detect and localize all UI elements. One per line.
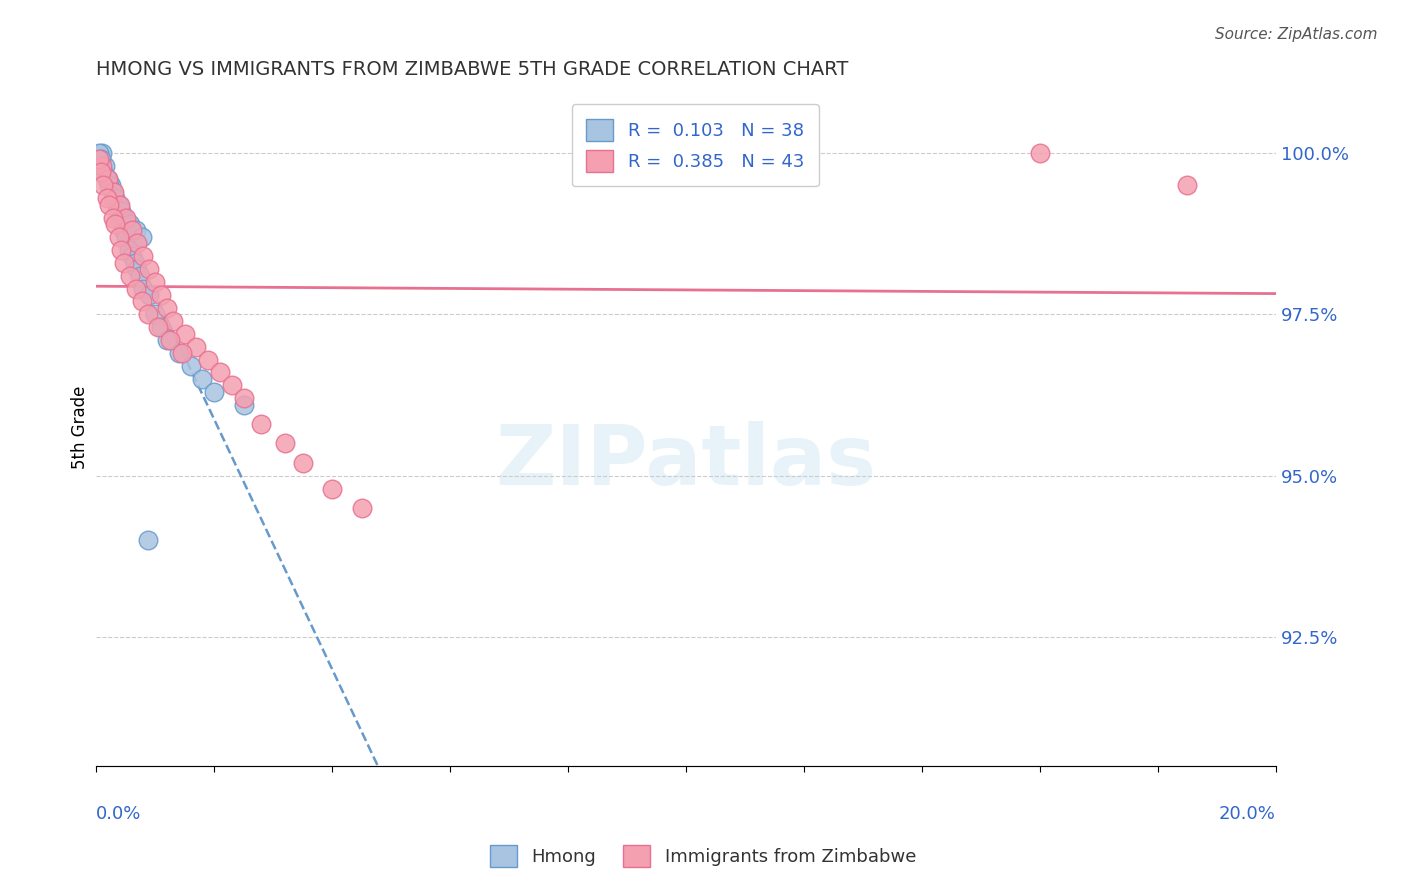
Point (129, 268, 152, 283)
Point (291, 456, 314, 470)
Point (1029, 146, 1052, 161)
Point (191, 372, 214, 386)
Text: Source: ZipAtlas.com: Source: ZipAtlas.com (1215, 27, 1378, 42)
Point (89, 153, 111, 167)
Point (121, 249, 143, 263)
Point (96, 172, 118, 186)
Point (101, 185, 124, 199)
Point (97, 172, 120, 186)
Point (91, 146, 114, 161)
Point (125, 223, 148, 237)
Point (150, 288, 173, 302)
Point (232, 392, 254, 406)
Point (131, 294, 153, 309)
Point (103, 191, 125, 205)
Point (98, 178, 121, 193)
Point (89, 146, 111, 161)
Point (111, 223, 134, 237)
Point (173, 326, 195, 341)
Point (136, 307, 159, 321)
Point (108, 211, 131, 225)
Point (136, 533, 159, 548)
Point (103, 185, 125, 199)
Point (180, 359, 202, 373)
Point (209, 366, 232, 380)
Point (143, 275, 166, 289)
Point (250, 417, 273, 431)
Point (91, 178, 114, 193)
Point (120, 217, 142, 231)
Point (100, 178, 122, 193)
Point (114, 211, 136, 225)
Point (1177, 178, 1199, 193)
Point (114, 256, 136, 270)
Text: ZIPatlas: ZIPatlas (495, 421, 876, 501)
Point (96, 191, 118, 205)
Point (90, 153, 112, 167)
Point (104, 217, 127, 231)
Point (104, 191, 127, 205)
Point (197, 352, 219, 367)
Point (120, 268, 142, 283)
Legend: Hmong, Immigrants from Zimbabwe: Hmong, Immigrants from Zimbabwe (482, 838, 924, 874)
Point (91, 165, 114, 179)
Point (138, 262, 160, 277)
Point (127, 236, 149, 251)
Point (108, 197, 131, 211)
Point (132, 282, 155, 296)
Point (138, 288, 160, 302)
Point (94, 159, 117, 173)
Point (114, 230, 136, 244)
Point (127, 262, 149, 277)
Text: 20.0%: 20.0% (1219, 805, 1277, 823)
Point (121, 223, 143, 237)
Point (350, 501, 373, 516)
Point (167, 346, 190, 360)
Point (110, 243, 132, 257)
Text: HMONG VS IMMIGRANTS FROM ZIMBABWE 5TH GRADE CORRELATION CHART: HMONG VS IMMIGRANTS FROM ZIMBABWE 5TH GR… (96, 60, 849, 78)
Point (156, 333, 179, 347)
Point (146, 320, 169, 334)
Point (117, 243, 139, 257)
Point (150, 320, 173, 334)
Point (162, 314, 184, 328)
Legend: R =  0.103   N = 38, R =  0.385   N = 43: R = 0.103 N = 38, R = 0.385 N = 43 (572, 104, 818, 186)
Point (124, 256, 146, 270)
Point (114, 211, 136, 225)
Point (274, 436, 297, 450)
Point (131, 230, 153, 244)
Point (107, 197, 129, 211)
Point (91, 159, 114, 173)
Point (90, 165, 112, 179)
Point (232, 398, 254, 412)
Point (110, 204, 132, 219)
Point (97, 172, 120, 186)
Point (202, 384, 225, 399)
Point (170, 346, 193, 360)
Point (156, 301, 179, 315)
Point (159, 333, 181, 347)
Point (105, 197, 128, 211)
Point (186, 340, 208, 354)
Point (321, 482, 343, 496)
Point (125, 282, 148, 296)
Point (107, 230, 129, 244)
Point (132, 249, 155, 263)
Y-axis label: 5th Grade: 5th Grade (72, 385, 89, 469)
Text: 0.0%: 0.0% (96, 805, 142, 823)
Point (221, 378, 243, 392)
Point (98, 197, 121, 211)
Point (101, 211, 124, 225)
Point (143, 307, 166, 321)
